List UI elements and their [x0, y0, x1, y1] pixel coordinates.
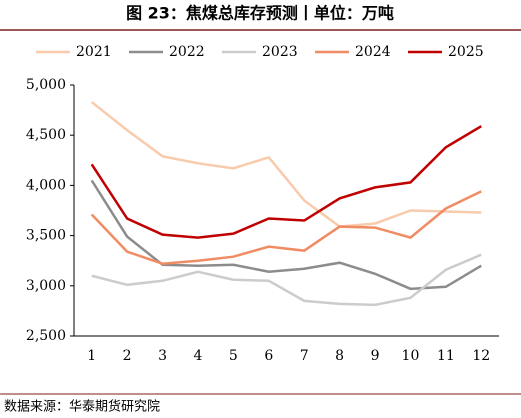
- x-tick-label: 12: [472, 348, 490, 364]
- legend-label: 2021: [76, 44, 112, 60]
- series-line: [90, 190, 482, 265]
- x-tick-label: 5: [229, 348, 238, 364]
- y-tick-label: 4,000: [26, 177, 66, 193]
- y-tick-label: 5,000: [26, 77, 66, 93]
- y-tick-label: 2,500: [26, 328, 66, 344]
- series-line: [91, 253, 482, 307]
- x-tick-label: 9: [371, 348, 380, 364]
- legend-label: 2024: [355, 44, 391, 60]
- y-tick-label: 3,500: [26, 228, 66, 244]
- x-tick-label: 7: [300, 348, 309, 364]
- x-tick-label: 8: [335, 348, 344, 364]
- chart-title: 图 23：焦煤总库存预测丨单位：万吨: [126, 4, 394, 23]
- x-tick-label: 4: [193, 348, 202, 364]
- source: 数据来源：华泰期货研究院: [4, 399, 160, 415]
- series-line: [90, 125, 482, 239]
- x-tick-label: 3: [158, 348, 167, 364]
- x-tick-label: 6: [264, 348, 273, 364]
- y-tick-label: 4,500: [26, 127, 66, 143]
- y-tick-label: 3,000: [26, 278, 66, 294]
- legend-label: 2025: [448, 44, 484, 60]
- series-line: [90, 101, 482, 228]
- x-tick-label: 10: [402, 348, 420, 364]
- x-tick-label: 1: [87, 348, 96, 364]
- legend-label: 2022: [169, 44, 205, 60]
- x-tick-label: 11: [437, 348, 455, 364]
- x-tick-label: 2: [123, 348, 132, 364]
- series-line: [90, 179, 482, 291]
- legend-label: 2023: [262, 44, 298, 60]
